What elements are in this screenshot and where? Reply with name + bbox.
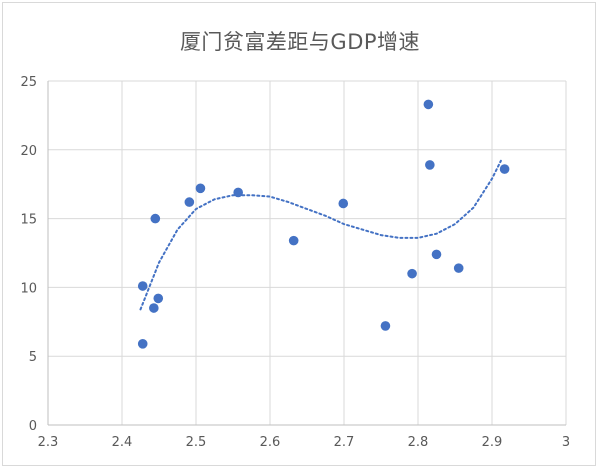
- x-tick-label: 2.5: [186, 435, 207, 450]
- x-tick-label: 2.6: [260, 435, 281, 450]
- x-tick-label: 2.9: [482, 435, 503, 450]
- x-tick-label: 2.8: [408, 435, 429, 450]
- data-point: [150, 213, 161, 224]
- x-tick-label: 2.7: [334, 435, 355, 450]
- data-point: [137, 339, 148, 349]
- data-point: [195, 183, 206, 194]
- data-point: [233, 187, 243, 198]
- data-point: [423, 99, 434, 110]
- data-point: [153, 293, 164, 304]
- data-point: [499, 164, 510, 174]
- data-point: [149, 303, 159, 313]
- data-point: [380, 321, 391, 331]
- data-point: [338, 198, 349, 209]
- y-tick-label: 0: [29, 419, 37, 434]
- data-point: [137, 281, 148, 291]
- data-point: [431, 249, 442, 260]
- y-tick-label: 25: [20, 75, 37, 90]
- y-tick-label: 5: [29, 350, 37, 365]
- y-tick-label: 20: [20, 144, 37, 159]
- data-point: [425, 160, 435, 170]
- data-point: [288, 235, 299, 246]
- y-tick-label: 10: [20, 281, 37, 296]
- y-tick-label: 15: [20, 213, 37, 228]
- trendline: [139, 159, 502, 311]
- x-tick-label: 2.3: [38, 435, 59, 450]
- chart-frame: [2, 2, 596, 466]
- chart-title: 厦门贫富差距与GDP增速: [179, 30, 421, 54]
- data-point: [184, 197, 195, 207]
- data-point: [453, 263, 464, 273]
- x-tick-label: 3: [562, 435, 570, 450]
- x-tick-label: 2.4: [112, 435, 133, 450]
- data-point: [407, 268, 417, 279]
